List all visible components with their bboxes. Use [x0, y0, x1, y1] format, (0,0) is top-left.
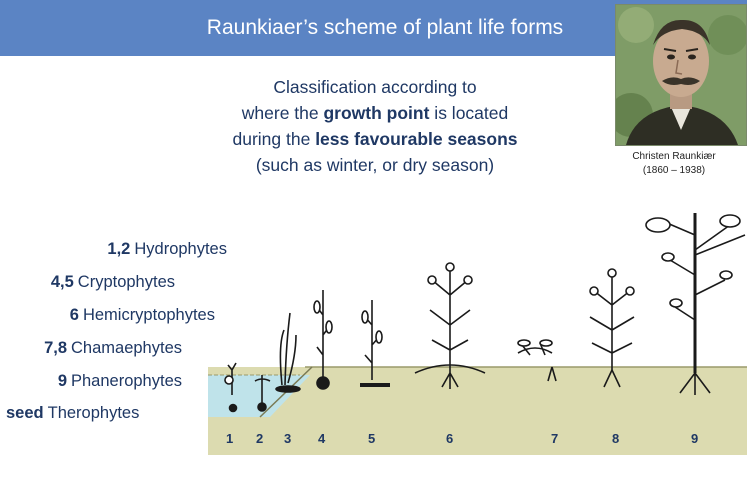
plant-number-2: 2 — [256, 431, 263, 446]
portrait-illustration — [616, 5, 746, 145]
intro-less-favourable: less favourable seasons — [315, 129, 518, 149]
plant-2 — [254, 375, 271, 405]
legend-row-phanerophytes: 9 Phanerophytes — [58, 368, 182, 394]
legend-key: 7,8 — [44, 339, 68, 357]
legend-name: Chamaephytes — [71, 339, 182, 357]
legend-row-hemicryptophytes: 6 Hemicryptophytes — [70, 302, 215, 328]
intro-line-3: during the less favourable seasons — [205, 126, 545, 152]
legend-name: Hydrophytes — [134, 240, 227, 258]
plant-6-roots — [441, 372, 459, 389]
plant-8 — [589, 277, 635, 370]
plant-drawings — [224, 213, 746, 413]
legend-name: Cryptophytes — [77, 273, 175, 291]
plant-8-roots — [603, 369, 621, 388]
plant-6-flower-b — [463, 275, 473, 285]
plant-number-1: 1 — [226, 431, 233, 446]
legend-row-therophytes: seed Therophytes — [6, 400, 139, 426]
plant-7-roots — [547, 366, 557, 382]
intro-growth-point: growth point — [323, 103, 430, 123]
soil-band — [208, 367, 747, 455]
legend-name: Hemicryptophytes — [82, 306, 215, 324]
intro-line-2-end: is located — [429, 103, 509, 123]
plant-3 — [279, 312, 297, 386]
intro-line-3-start: during the — [232, 129, 316, 149]
legend-row-chamaephytes: 7,8 Chamaephytes — [44, 335, 182, 361]
portrait-name: Christen Raunkiær — [632, 151, 716, 162]
plant-8-flower-a — [607, 268, 617, 278]
portrait-caption: Christen Raunkiær (1860 – 1938) — [600, 150, 747, 178]
intro-line-2: where the growth point is located — [205, 100, 545, 126]
plant-number-6: 6 — [446, 431, 453, 446]
intro-line-1: Classification according to — [273, 77, 477, 97]
legend-key: 1,2 — [107, 240, 131, 258]
plant-4-leaf-b — [325, 320, 333, 334]
plant-6-flower-a — [427, 275, 437, 285]
plant-9-leaf-e — [669, 298, 683, 308]
plant-4-leaf-a — [313, 300, 321, 314]
plant-9-branches — [659, 219, 746, 321]
intro-text: Classification according to where the gr… — [205, 74, 545, 178]
plant-9-leaf-b — [719, 214, 741, 228]
plant-8-flower-c — [625, 286, 635, 296]
plant-6-flower-c — [445, 262, 455, 272]
legend-key: seed — [6, 404, 44, 422]
plant-6-rosette — [414, 364, 486, 374]
plant-3-bud — [275, 385, 301, 393]
plant-6 — [429, 270, 471, 373]
portrait-years: (1860 – 1938) — [642, 165, 706, 176]
plant-9-leaf-c — [661, 252, 675, 262]
plant-1-leaf — [224, 375, 234, 385]
plant-9-roots — [679, 372, 711, 395]
legend-key: 4,5 — [50, 273, 74, 291]
life-forms-diagram: 1 2 3 4 5 6 7 8 9 — [200, 195, 747, 465]
portrait-photo — [615, 4, 747, 146]
legend-row-hydrophytes: 1,2 Hydrophytes — [107, 236, 227, 262]
legend-row-cryptophytes: 4,5 Cryptophytes — [51, 269, 175, 295]
intro-line-4: (such as winter, or dry season) — [255, 155, 495, 175]
plant-4-bulb — [316, 376, 330, 390]
plant-8-flower-b — [589, 286, 599, 296]
plant-2-bud — [257, 402, 267, 412]
page-title: Raunkiaer’s scheme of plant life forms — [206, 16, 564, 39]
plant-number-3: 3 — [284, 431, 291, 446]
life-forms-illustration: 1 2 3 4 5 6 7 8 9 — [208, 213, 747, 455]
legend-key: 9 — [57, 372, 67, 390]
plant-7-leaf-b — [539, 339, 553, 347]
plant-5-leaf-a — [361, 310, 369, 324]
intro-line-2-start: where the — [241, 103, 324, 123]
plant-number-8: 8 — [612, 431, 619, 446]
plant-5-leaf-b — [375, 330, 383, 344]
plant-number-7: 7 — [551, 431, 558, 446]
legend-name: Phanerophytes — [71, 372, 182, 390]
legend-name: Therophytes — [47, 404, 140, 422]
plant-5 — [364, 300, 380, 380]
plant-number-4: 4 — [318, 431, 326, 446]
legend-key: 6 — [69, 306, 79, 324]
plant-9-leaf-a — [645, 217, 671, 233]
plant-1-bud — [228, 403, 238, 413]
plant-7-leaf-a — [517, 339, 531, 347]
plant-9-leaf-d — [719, 270, 733, 280]
plant-number-5: 5 — [368, 431, 375, 446]
plant-number-9: 9 — [691, 431, 698, 446]
